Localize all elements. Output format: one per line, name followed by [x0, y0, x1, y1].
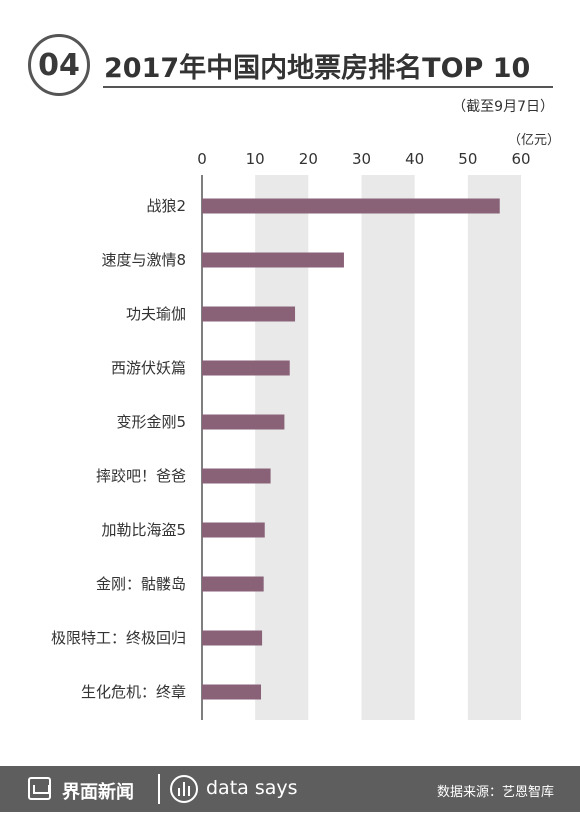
x-tick-label: 30 — [352, 150, 371, 168]
bar — [202, 360, 290, 376]
category-label: 加勒比海盗5 — [101, 521, 186, 539]
bar — [202, 306, 296, 322]
category-label: 极限特工：终极回归 — [51, 629, 186, 647]
x-tick-label: 0 — [197, 150, 207, 168]
bar — [202, 522, 265, 538]
category-label: 摔跤吧！爸爸 — [96, 467, 186, 485]
footer-divider — [158, 774, 160, 804]
bar — [202, 414, 285, 430]
category-label: 功夫瑜伽 — [126, 305, 186, 323]
footer-brand: 界面新闻 — [62, 782, 134, 803]
x-tick-label: 10 — [246, 150, 265, 168]
bar — [202, 198, 500, 214]
category-label: 西游伏妖篇 — [111, 359, 186, 377]
x-tick-label: 40 — [405, 150, 424, 168]
grid-band — [361, 175, 415, 720]
jiemian-logo-icon — [28, 777, 51, 800]
category-label: 金刚：骷髅岛 — [96, 575, 186, 593]
x-tick-label: 60 — [511, 150, 530, 168]
bar — [202, 468, 271, 484]
data-says-icon — [170, 775, 198, 803]
footer-tagline: data says — [206, 777, 298, 799]
x-tick-label: 50 — [458, 150, 477, 168]
grid-band — [467, 175, 521, 720]
category-label: 变形金刚5 — [116, 413, 186, 431]
footer-bar: 界面新闻 data says 数据来源：艺恩智库 — [0, 766, 580, 812]
bar — [202, 252, 344, 268]
category-label: 战狼2 — [146, 197, 186, 215]
title-underline — [103, 86, 553, 88]
category-label: 速度与激情8 — [101, 251, 186, 269]
section-number-badge: 04 — [28, 34, 90, 96]
category-label: 生化危机：终章 — [81, 683, 186, 701]
unit-label: （亿元） — [508, 133, 561, 148]
x-tick-label: 20 — [299, 150, 318, 168]
bar — [202, 630, 263, 646]
data-source: 数据来源：艺恩智库 — [436, 785, 554, 800]
bar — [202, 684, 262, 700]
date-note: （截至9月7日） — [452, 99, 554, 115]
section-number: 04 — [38, 47, 80, 83]
chart-title: 2017年中国内地票房排名TOP 10 — [104, 53, 531, 84]
bar — [202, 576, 264, 592]
